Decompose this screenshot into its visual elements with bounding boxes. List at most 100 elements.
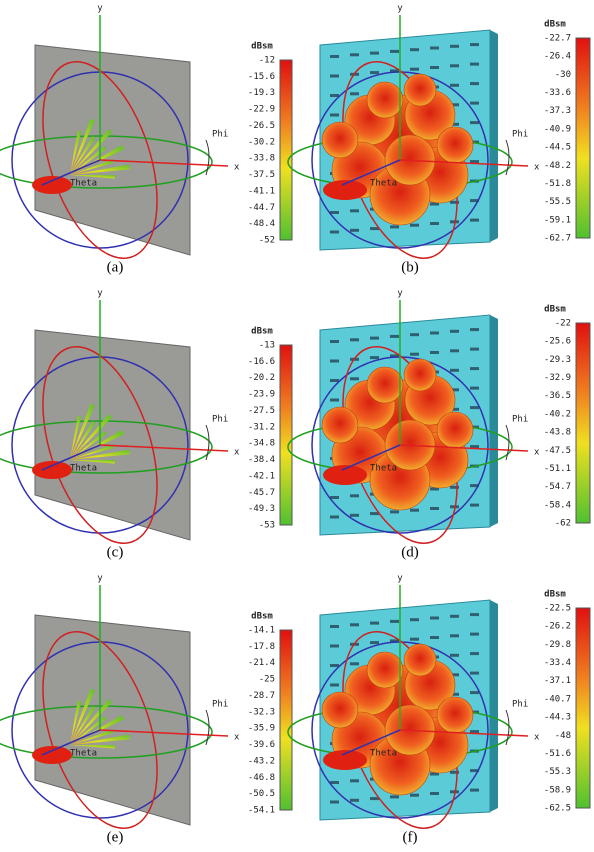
scale-label: -51.1 — [544, 464, 571, 474]
slot — [470, 387, 479, 390]
slot — [370, 52, 379, 55]
slot — [470, 82, 479, 85]
slot — [450, 634, 459, 637]
slot — [350, 377, 359, 380]
scale-label: -40.9 — [544, 124, 571, 134]
slot — [330, 645, 339, 648]
scale-label: -43.2 — [248, 756, 275, 766]
axis-label: Phi — [512, 130, 528, 140]
caption: (d) — [401, 544, 419, 560]
scale-label: -27.5 — [248, 406, 275, 416]
lobe — [322, 692, 358, 728]
slot — [470, 633, 479, 636]
colorbar — [280, 630, 292, 810]
unit: dBsm — [544, 305, 566, 315]
slot — [430, 332, 439, 335]
main-lobe — [32, 176, 72, 194]
slot — [350, 779, 359, 782]
slot — [330, 340, 339, 343]
slot — [450, 64, 459, 67]
scale-label: -31.2 — [248, 422, 275, 432]
panel: yxPhiThetadBsm-12-15.6-19.3-22.9-26.5-30… — [0, 4, 292, 276]
slot — [470, 691, 479, 694]
slot — [470, 348, 479, 351]
slot — [350, 209, 359, 212]
scale-label: -32.3 — [248, 707, 275, 717]
slot — [430, 66, 439, 69]
scale-label: -37.5 — [248, 170, 275, 180]
slot — [370, 356, 379, 359]
scale-label: -33.6 — [544, 88, 571, 98]
scale-label: -30 — [555, 70, 571, 80]
slot — [450, 45, 459, 48]
scale-label: -44.5 — [544, 143, 571, 153]
axis-label: x — [234, 163, 240, 173]
lobe — [404, 644, 436, 676]
axis-label: y — [97, 4, 103, 14]
scale-label: -15.6 — [248, 72, 275, 82]
scale-label: -44.3 — [544, 713, 571, 723]
axis-label: y — [97, 574, 103, 584]
slot — [470, 789, 479, 792]
axis-label: Theta — [70, 179, 97, 189]
scale-label: -19.3 — [248, 88, 275, 98]
slot — [410, 794, 419, 797]
scale-label: -47.5 — [544, 446, 571, 456]
slot — [470, 102, 479, 105]
slot — [410, 618, 419, 621]
unit: dBsm — [251, 327, 273, 337]
scale-label: -51.6 — [544, 749, 571, 759]
scale-label: -52 — [259, 236, 275, 246]
slot — [410, 68, 419, 71]
scale-label: -49.3 — [248, 504, 275, 514]
scale-label: -30.2 — [248, 137, 275, 147]
slot — [330, 55, 339, 58]
scale-label: -39.6 — [248, 740, 275, 750]
slot — [350, 623, 359, 626]
scale-label: -44.7 — [248, 203, 275, 213]
slot — [470, 367, 479, 370]
scale-label: -55.5 — [544, 197, 571, 207]
slot — [370, 337, 379, 340]
slot — [330, 684, 339, 687]
axis-label: Theta — [70, 464, 97, 474]
scale-label: -40.2 — [544, 409, 571, 419]
caption: (c) — [107, 544, 124, 560]
colorbar — [280, 345, 292, 525]
lobe — [437, 697, 473, 733]
scale-label: -40.7 — [544, 694, 571, 704]
scale-label: -46.8 — [248, 773, 275, 783]
axis-label: Theta — [370, 749, 397, 759]
scale-label: -12 — [259, 56, 275, 66]
axis-label: x — [534, 448, 540, 458]
lobe — [437, 412, 473, 448]
slot — [410, 509, 419, 512]
axis-label: x — [234, 448, 240, 458]
scale-label: -22.9 — [248, 105, 275, 115]
scale-label: -62 — [555, 519, 571, 529]
slot — [470, 406, 479, 409]
slot — [350, 662, 359, 665]
slot — [470, 328, 479, 331]
slot — [330, 516, 339, 519]
slot — [430, 351, 439, 354]
colorbar — [576, 323, 590, 523]
slot — [330, 781, 339, 784]
plate — [35, 45, 190, 255]
scale-label: -28.7 — [248, 691, 275, 701]
slot — [330, 75, 339, 78]
slot — [470, 613, 479, 616]
slot — [330, 94, 339, 97]
slot — [350, 799, 359, 802]
scale-label: -22 — [555, 319, 571, 329]
slot — [430, 47, 439, 50]
slot — [330, 664, 339, 667]
scale-label: -43.8 — [544, 428, 571, 438]
unit: dBsm — [544, 20, 566, 30]
slot — [370, 641, 379, 644]
axis-label: Theta — [370, 179, 397, 189]
plate-side — [490, 315, 498, 527]
slot — [330, 360, 339, 363]
slot — [430, 617, 439, 620]
slot — [330, 399, 339, 402]
